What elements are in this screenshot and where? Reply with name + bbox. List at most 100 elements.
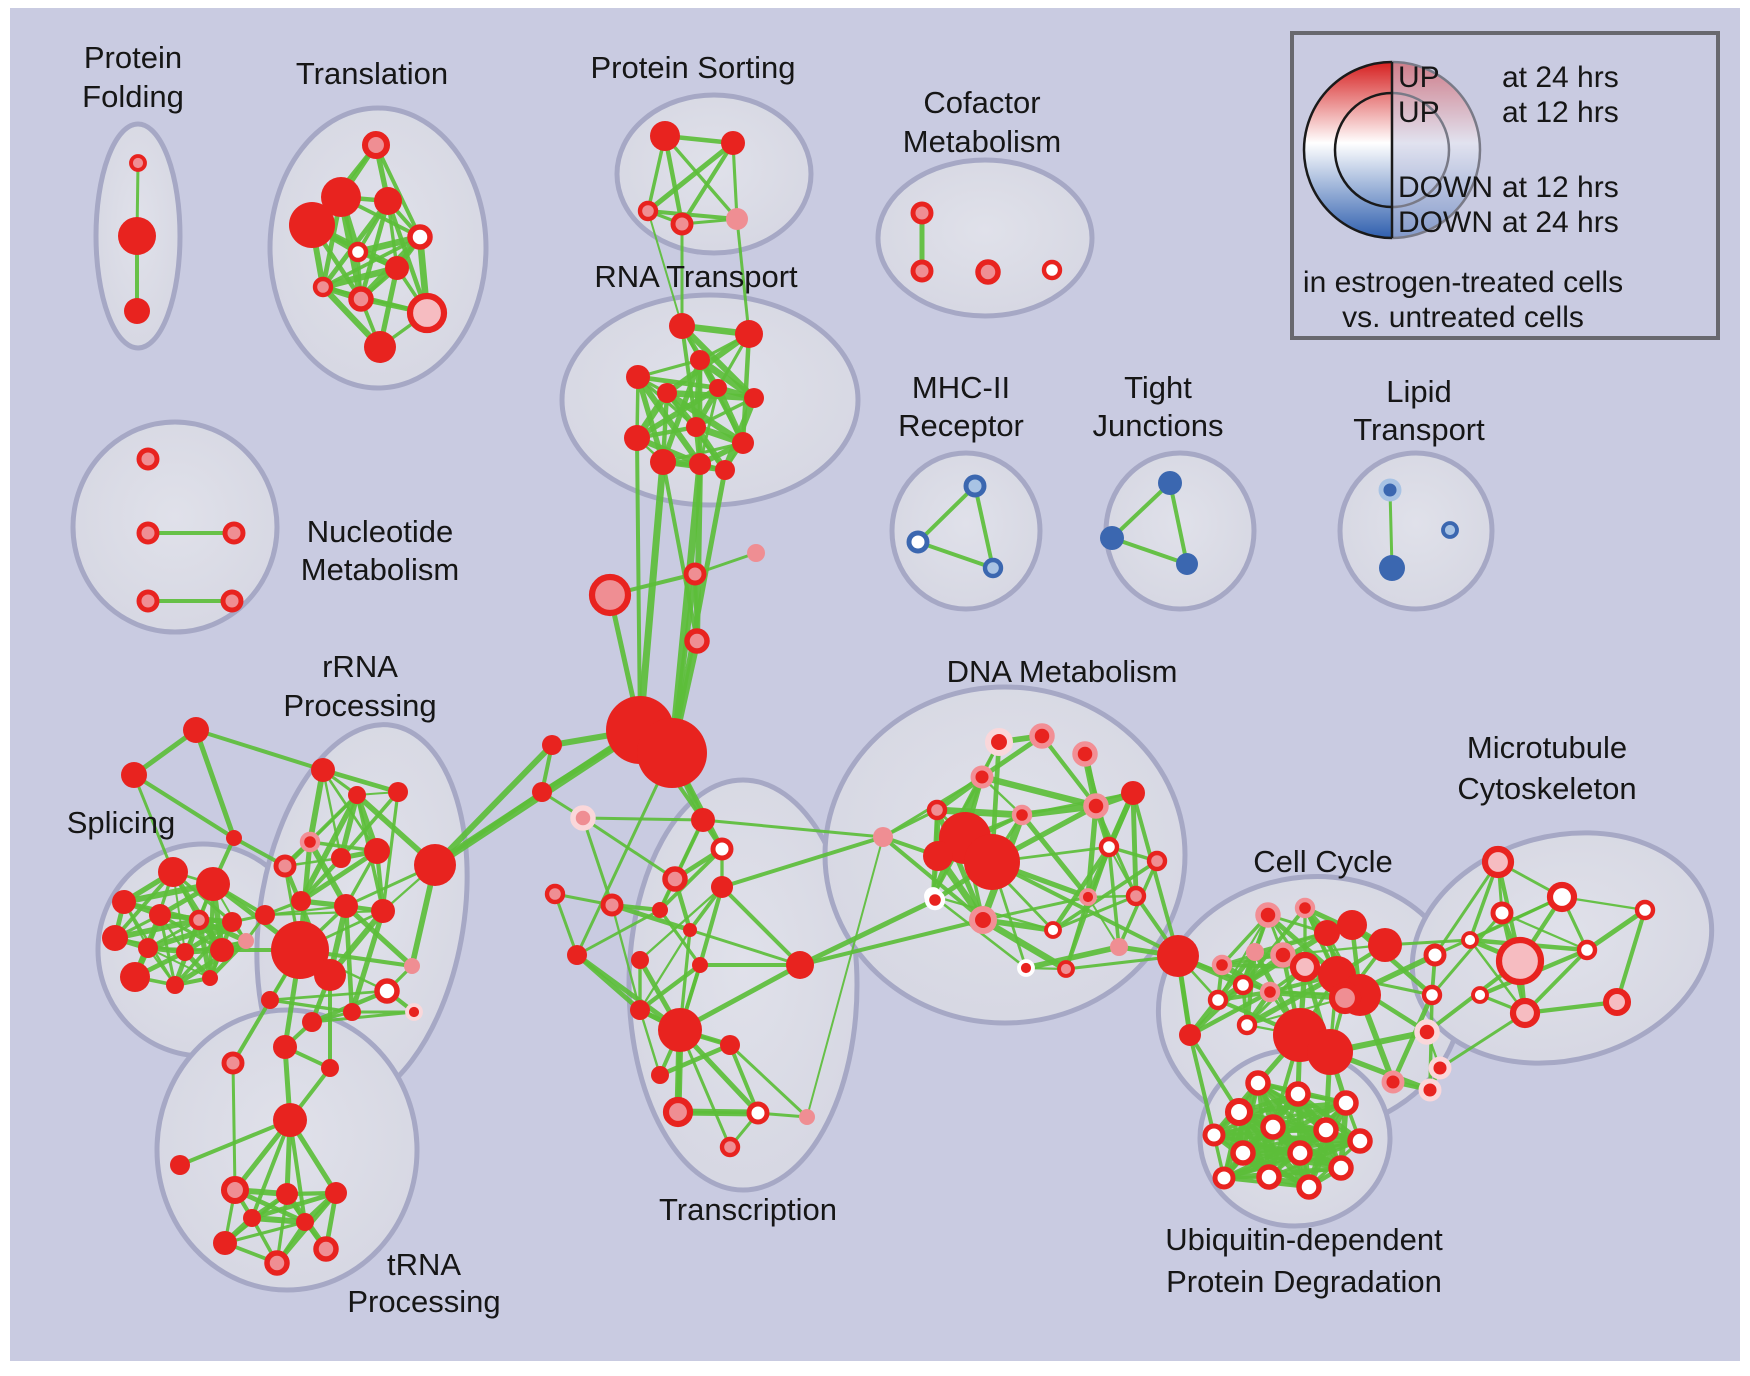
node-ub-11 [1296,1174,1322,1200]
node-tc-10 [786,951,814,979]
node-sp-6 [102,925,128,951]
node-dm-3 [984,727,1014,757]
node-cc-23 [1418,1078,1442,1102]
network-edge [132,773,236,840]
cluster-label-cf: Cofactor [923,85,1040,120]
legend-box [1290,31,1720,340]
network-edge [635,436,642,732]
node-rt-9 [732,432,754,454]
node-cc-17 [1328,981,1362,1015]
node-cf-1 [910,259,934,283]
node-rt-3 [626,365,650,389]
network-edge [145,919,235,951]
network-edge [610,903,642,1012]
network-edge [112,917,202,941]
network-edge [1187,989,1273,1038]
network-edge [1019,812,1091,900]
node-pf-0 [129,154,147,172]
network-edge [194,728,325,772]
node-tn-11 [321,1059,339,1077]
network-edge [1110,536,1189,566]
node-rt-12 [715,460,735,480]
network-edge [720,885,802,967]
network-edge [1211,1132,1312,1190]
network-edge [661,441,745,464]
node-ub-6 [1347,1128,1373,1154]
network-edge [647,210,683,327]
network-edge [735,217,751,336]
node-mc-8 [1471,986,1489,1004]
cluster-label-ps: Protein Sorting [590,50,795,85]
network-edge [609,902,693,933]
cluster-label-tn: Processing [347,1284,500,1319]
legend: UP at 24 hrs UP at 12 hrs DOWN at 12 hrs DOWN a… [1290,31,1720,340]
node-tr-1 [321,177,361,217]
node-rt-1 [735,320,763,348]
network-edge [321,768,343,860]
node-ps-0 [650,121,680,151]
node-tj-0 [1158,471,1182,495]
network-edge [288,1118,307,1224]
network-edge [990,860,1180,958]
network-edge [645,140,736,214]
node-tn-1 [170,1155,190,1175]
node-cc-2 [1255,902,1281,928]
network-edge [916,540,995,570]
node-ub-3 [1224,1097,1254,1127]
network-edge [263,909,385,917]
cluster-label-rr: rRNA [322,649,398,684]
node-dm-9 [1121,781,1145,805]
network-edge [881,835,985,922]
network-edge [1020,791,1135,817]
network-edge [696,356,758,402]
network-edge [1390,992,1435,1085]
node-cn-8 [924,889,946,911]
node-ps-4 [726,208,748,230]
network-edge [634,385,721,441]
node-rr-6 [364,838,390,864]
cluster-label-tr: Translation [296,56,448,91]
network-edge [933,806,1026,819]
network-edge [1168,481,1189,566]
node-cc-7 [1246,943,1264,961]
network-edge [147,947,211,979]
cluster-labels: Protein Folding Translation Protein Sorting… [67,40,1637,1319]
node-cc-8 [1270,942,1296,968]
node-tj-2 [1176,553,1198,575]
node-cc-12 [1232,974,1254,996]
node-rt-5 [709,379,727,397]
node-sp-10 [120,962,150,992]
cluster-label-mc: Microtubule [1467,730,1627,765]
network-edge [1584,907,1648,953]
node-cc-19 [1421,984,1443,1006]
network-edge [1388,488,1394,570]
node-sp-2 [112,890,136,914]
node-rr-7 [414,844,456,886]
cluster-label-tc: Transcription [659,1192,837,1227]
node-mc-0 [1481,845,1515,879]
cluster-label-tj: Tight [1124,370,1192,405]
node-nm-4 [220,589,244,613]
node-cn-2 [747,544,765,562]
node-cf-2 [975,259,1001,285]
node-dm-6 [970,765,994,789]
node-sp-5 [222,912,242,932]
network-edge [677,962,803,1033]
node-ub-7 [1230,1140,1256,1166]
network-edge [1438,1011,1527,1070]
network-edge [1087,896,1120,948]
network-edge [720,835,885,889]
node-ub-4 [1260,1114,1286,1140]
node-dm-16 [1125,885,1147,907]
node-ub-8 [1287,1140,1313,1166]
node-dm-14 [1044,921,1062,939]
node-dm-20 [873,827,893,847]
node-mc-3 [1495,936,1545,986]
node-cc-5 [1337,910,1367,940]
network-edge [581,816,705,822]
node-cn-7 [570,805,596,831]
node-ub-2 [1333,1090,1359,1116]
node-sp-0 [158,857,188,887]
network-edge [638,928,692,1012]
